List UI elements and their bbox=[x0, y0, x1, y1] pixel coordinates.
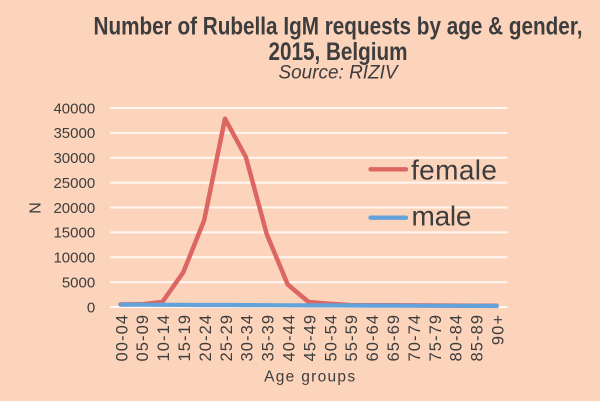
svg-text:60-64: 60-64 bbox=[364, 314, 382, 362]
svg-text:40000: 40000 bbox=[53, 100, 95, 117]
svg-text:75-79: 75-79 bbox=[427, 314, 445, 362]
svg-text:30-34: 30-34 bbox=[239, 314, 257, 362]
svg-text:65-69: 65-69 bbox=[385, 314, 403, 362]
svg-text:2015, Belgium: 2015, Belgium bbox=[269, 38, 408, 66]
svg-text:male: male bbox=[412, 201, 472, 232]
svg-text:05-09: 05-09 bbox=[134, 314, 152, 362]
svg-text:35-39: 35-39 bbox=[260, 314, 278, 362]
svg-text:70-74: 70-74 bbox=[406, 314, 424, 362]
svg-text:25000: 25000 bbox=[53, 175, 95, 192]
svg-text:15000: 15000 bbox=[53, 225, 95, 242]
svg-text:10-14: 10-14 bbox=[155, 314, 173, 362]
svg-text:55-59: 55-59 bbox=[343, 314, 361, 362]
svg-text:25-29: 25-29 bbox=[218, 314, 236, 362]
svg-text:00-04: 00-04 bbox=[113, 314, 131, 362]
svg-text:10000: 10000 bbox=[53, 250, 95, 267]
svg-text:5000: 5000 bbox=[62, 274, 95, 291]
svg-text:female: female bbox=[411, 154, 497, 185]
svg-text:Age groups: Age groups bbox=[264, 368, 355, 385]
svg-text:Source: RIZIV: Source: RIZIV bbox=[279, 63, 400, 84]
svg-text:0: 0 bbox=[87, 299, 95, 316]
svg-text:40-44: 40-44 bbox=[281, 314, 299, 362]
svg-text:85-89: 85-89 bbox=[469, 314, 487, 362]
svg-text:15-19: 15-19 bbox=[176, 314, 194, 362]
svg-text:20000: 20000 bbox=[53, 200, 95, 217]
svg-text:80-84: 80-84 bbox=[448, 314, 466, 362]
svg-text:90+: 90+ bbox=[490, 314, 508, 345]
svg-text:N: N bbox=[28, 202, 45, 214]
svg-text:20-24: 20-24 bbox=[197, 314, 215, 362]
svg-text:Number of Rubella IgM requests: Number of Rubella IgM requests by age & … bbox=[94, 12, 583, 40]
svg-text:35000: 35000 bbox=[53, 125, 95, 142]
svg-text:45-49: 45-49 bbox=[301, 314, 319, 362]
svg-text:30000: 30000 bbox=[53, 150, 95, 167]
svg-text:50-54: 50-54 bbox=[322, 314, 340, 362]
